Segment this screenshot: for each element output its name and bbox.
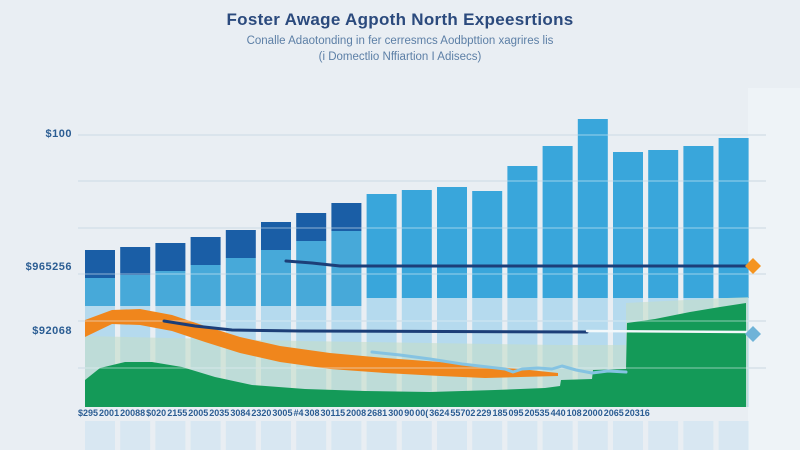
bar-dark-cap xyxy=(155,243,186,271)
x-axis-tick-label: 440 xyxy=(550,408,566,418)
bar-mid-segment xyxy=(155,271,186,306)
x-axis-tick-label: 90 xyxy=(404,408,415,418)
x-axis-tick-label: 00( xyxy=(415,408,429,418)
bar-sky-segment xyxy=(613,152,643,298)
x-axis-tick-label: 20088 xyxy=(120,408,146,418)
bar-mid-segment xyxy=(296,241,327,306)
bar-dark-cap xyxy=(120,247,151,275)
x-axis-tick-label: 2681 xyxy=(367,408,388,418)
x-axis-tick-label: 095 xyxy=(508,408,524,418)
bar-reflection xyxy=(613,421,643,450)
chart-subtitle-line2: (i Domectlio Nffiartion I Adisecs) xyxy=(318,50,482,63)
bar-reflection xyxy=(225,421,256,450)
x-axis-tick-label: 30115 xyxy=(320,408,346,418)
bar-reflection xyxy=(190,421,221,450)
bar-reflection xyxy=(85,421,115,450)
green-area xyxy=(85,303,746,407)
x-axis-tick-label: 20316 xyxy=(624,408,650,418)
bar-sky-segment xyxy=(542,146,573,298)
x-axis-tick-label: 3084 xyxy=(230,408,251,418)
bar-reflection xyxy=(718,421,749,450)
bar-mid-segment xyxy=(225,258,256,306)
y-axis-label-top: $100 xyxy=(45,128,72,140)
bar-sky-segment xyxy=(507,166,538,298)
orange-diamond-marker xyxy=(745,258,761,274)
x-axis-tick-label: 2008 xyxy=(346,408,367,418)
x-axis-tick-label: 300 xyxy=(388,408,404,418)
bar-sky-segment xyxy=(472,191,503,298)
x-axis-labels: $295 2001 20088 $020 2155 2005 2035 3084 2320 300… xyxy=(78,408,650,418)
bar-reflection xyxy=(542,421,573,450)
x-axis-tick-label: 2155 xyxy=(167,408,188,418)
x-axis-tick-label: $295 xyxy=(78,408,99,418)
bar-sky-segment xyxy=(577,119,608,298)
x-axis-tick-label: 3624 xyxy=(429,408,450,418)
x-axis-tick-label: 2005 xyxy=(188,408,209,418)
bar-dark-cap xyxy=(331,203,362,231)
bar-reflection xyxy=(155,421,186,450)
bar-mid-segment xyxy=(331,231,362,306)
bar-mid-segment xyxy=(261,250,291,306)
y-axis-label-bottom: $92068 xyxy=(32,325,72,337)
x-axis-tick-label: 185 xyxy=(492,408,508,418)
white-reference-segment xyxy=(585,329,748,334)
x-axis-tick-label: 229 xyxy=(476,408,492,418)
bar-sky-segment xyxy=(718,138,749,298)
bar-reflection xyxy=(507,421,538,450)
lightblue-diamond-marker xyxy=(745,326,761,342)
bar-dark-cap xyxy=(261,222,291,250)
bar-mid-segment xyxy=(120,275,151,306)
bar-mid-segment xyxy=(85,278,115,306)
x-axis-tick-label: 2000 xyxy=(582,408,603,418)
light-blue-series-line xyxy=(370,350,628,375)
y-axis-label-middle: $965256 xyxy=(25,261,72,273)
bar-reflection xyxy=(472,421,503,450)
bar-sky-segment xyxy=(366,194,397,298)
bar-sky-segment xyxy=(683,146,714,298)
bar-sky-segment xyxy=(437,187,467,298)
bar-reflection xyxy=(577,421,608,450)
bar-reflection xyxy=(401,421,432,450)
chart-subtitle: Conalle Adaotonding in fer cerresmcs Aod… xyxy=(0,34,800,65)
chart-subtitle-line1: Conalle Adaotonding in fer cerresmcs Aod… xyxy=(246,35,554,47)
bar-sky-segment xyxy=(648,150,679,298)
x-axis-tick-label: #4 xyxy=(293,408,304,418)
x-axis-tick-label: 308 xyxy=(304,408,320,418)
bar-dark-cap xyxy=(296,213,327,241)
bar-reflection xyxy=(648,421,679,450)
bar-reflection xyxy=(366,421,397,450)
chart-title: Foster Awage Agpoth North Expeesrtions xyxy=(226,10,574,29)
chart-header: Foster Awage Agpoth North Expeesrtions C… xyxy=(0,10,800,65)
bar-dark-cap xyxy=(190,237,221,265)
bar-reflection xyxy=(120,421,151,450)
bar-mid-segment xyxy=(190,265,221,306)
x-axis-tick-label: 3005 xyxy=(272,408,293,418)
bar-sky-segment xyxy=(401,190,432,298)
bar-dark-cap xyxy=(85,250,115,278)
bar-reflection xyxy=(331,421,362,450)
bar-reflection xyxy=(437,421,467,450)
bar-reflection xyxy=(683,421,714,450)
x-axis-tick-label: 2001 xyxy=(99,408,120,418)
x-axis-tick-label: $020 xyxy=(146,408,167,418)
bar-reflection xyxy=(296,421,327,450)
x-axis-tick-label: 20535 xyxy=(524,408,550,418)
bar-reflection xyxy=(261,421,291,450)
x-axis-tick-label: 55702 xyxy=(450,408,476,418)
x-axis-tick-label: 2035 xyxy=(209,408,230,418)
x-axis-tick-label: 2320 xyxy=(251,408,272,418)
lower-navy-reference-line xyxy=(162,319,589,334)
x-axis-tick-label: 108 xyxy=(566,408,582,418)
upper-navy-reference-line xyxy=(284,259,750,268)
x-axis-tick-label: 2065 xyxy=(603,408,624,418)
bar-dark-cap xyxy=(225,230,256,258)
